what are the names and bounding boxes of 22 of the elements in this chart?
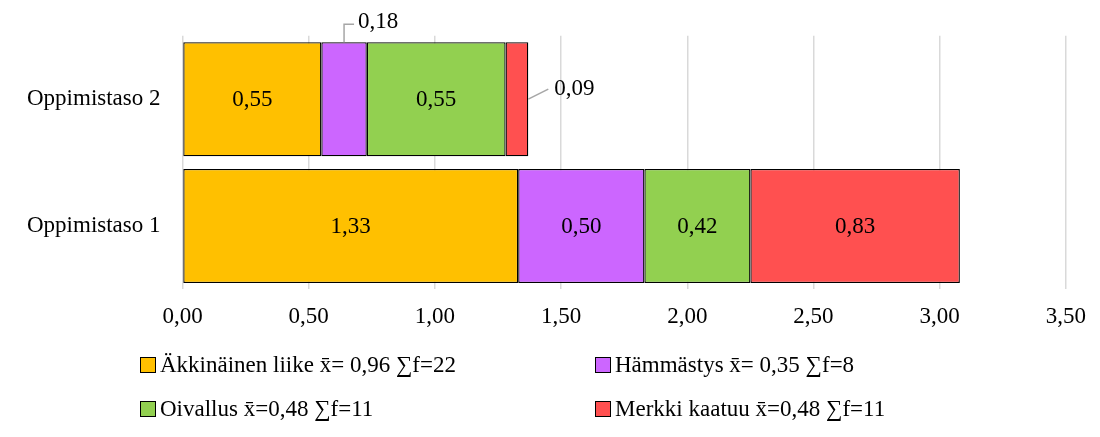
x-tick-label: 1,00: [414, 303, 456, 329]
data-label: 0,09: [554, 75, 595, 101]
data-label: 0,55: [232, 86, 273, 112]
x-tick-label: 3,50: [1045, 303, 1086, 329]
data-label: 0,42: [677, 213, 718, 239]
x-tick-label: 3,00: [919, 303, 960, 329]
data-label: 0,83: [835, 213, 876, 239]
x-tick-label: 0,00: [162, 303, 203, 329]
x-tick-label: 2,50: [793, 303, 834, 329]
legend-label: Merkki kaatuu x̄=0,48 ∑f=11: [614, 396, 887, 422]
data-label: 1,33: [330, 213, 371, 239]
x-tick-label: 0,50: [288, 303, 329, 329]
data-label: 0,55: [416, 86, 457, 112]
data-label: 0,18: [358, 8, 399, 34]
x-tick-label: 2,00: [667, 303, 708, 329]
data-label: 0,50: [561, 213, 602, 239]
legend-label: Hämmästys x̄= 0,35 ∑f=8: [614, 352, 856, 378]
y-tick-label: Oppimistaso 2: [27, 85, 161, 111]
x-tick-label: 1,50: [540, 303, 582, 329]
y-tick-label: Oppimistaso 1: [27, 212, 161, 238]
legend-label: Oivallus x̄=0,48 ∑f=11: [159, 396, 375, 422]
legend-label: Äkkinäinen liike x̄= 0,96 ∑f=22: [159, 352, 457, 378]
